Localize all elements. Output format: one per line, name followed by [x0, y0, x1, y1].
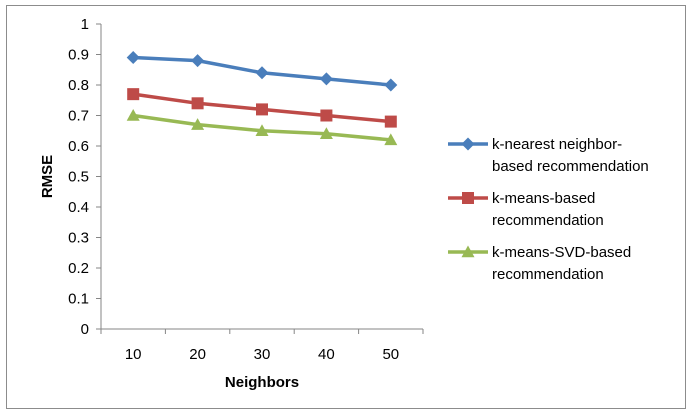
legend: k-nearest neighbor-based recommendationk…: [448, 136, 649, 283]
data-point: [126, 109, 140, 121]
series-layer: [126, 51, 398, 146]
legend-entry-1: k-nearest neighbor-based recommendation: [448, 136, 649, 175]
legend-swatch-marker: [461, 137, 475, 151]
y-tick-label: 0: [81, 321, 89, 338]
y-tick-label: 0.4: [68, 199, 89, 216]
y-axis-title: RMSE: [39, 155, 56, 198]
chart-frame: [6, 5, 686, 409]
data-point: [191, 97, 204, 110]
x-tick-label: 30: [254, 346, 271, 363]
series-3: [126, 109, 398, 146]
data-point: [384, 133, 398, 146]
data-point: [127, 88, 140, 101]
y-tick-label: 0.9: [68, 47, 89, 64]
x-axis-title: Neighbors: [225, 374, 299, 391]
axes: 0 0.1 0.2 0.3 0.4 0.5 0.6 0.7 0.8 0.9 1 10 20 30 40 50 N…: [39, 16, 424, 391]
y-tick-label: 1: [81, 16, 89, 33]
y-tick-label: 0.5: [68, 169, 89, 186]
y-tick-label: 0.2: [68, 260, 89, 277]
series-2: [127, 88, 397, 128]
x-tick-label: 10: [125, 346, 142, 363]
data-point: [384, 78, 398, 92]
x-tick-label: 50: [382, 346, 399, 363]
legend-entry-2: k-means-based recommendation: [448, 190, 604, 229]
data-point: [384, 115, 397, 128]
legend-swatch-marker: [462, 192, 474, 204]
y-tick-label: 0.7: [68, 108, 89, 125]
data-point: [126, 51, 140, 65]
data-point: [319, 72, 333, 86]
data-point: [256, 103, 268, 116]
data-point: [255, 124, 269, 136]
legend-entry-3: k-means-SVD-based recommendation: [448, 244, 631, 283]
series-1: [126, 51, 398, 92]
x-tick-label: 20: [189, 346, 206, 363]
legend-label: recommendation: [492, 266, 604, 283]
data-point: [191, 118, 205, 130]
x-tick-label: 40: [318, 346, 335, 363]
data-point: [320, 109, 333, 122]
y-tick-label: 0.8: [68, 77, 89, 94]
legend-label: k-nearest neighbor-: [492, 136, 622, 153]
y-tick-label: 0.1: [68, 291, 89, 308]
legend-label: based recommendation: [492, 158, 649, 175]
legend-label: recommendation: [492, 212, 604, 229]
legend-label: k-means-SVD-based: [492, 244, 631, 261]
data-point: [319, 127, 333, 139]
data-point: [191, 54, 205, 68]
y-tick-label: 0.3: [68, 230, 89, 247]
legend-label: k-means-based: [492, 190, 595, 207]
legend-swatch-marker: [461, 245, 475, 258]
data-point: [255, 66, 269, 80]
y-tick-label: 0.6: [68, 138, 89, 155]
